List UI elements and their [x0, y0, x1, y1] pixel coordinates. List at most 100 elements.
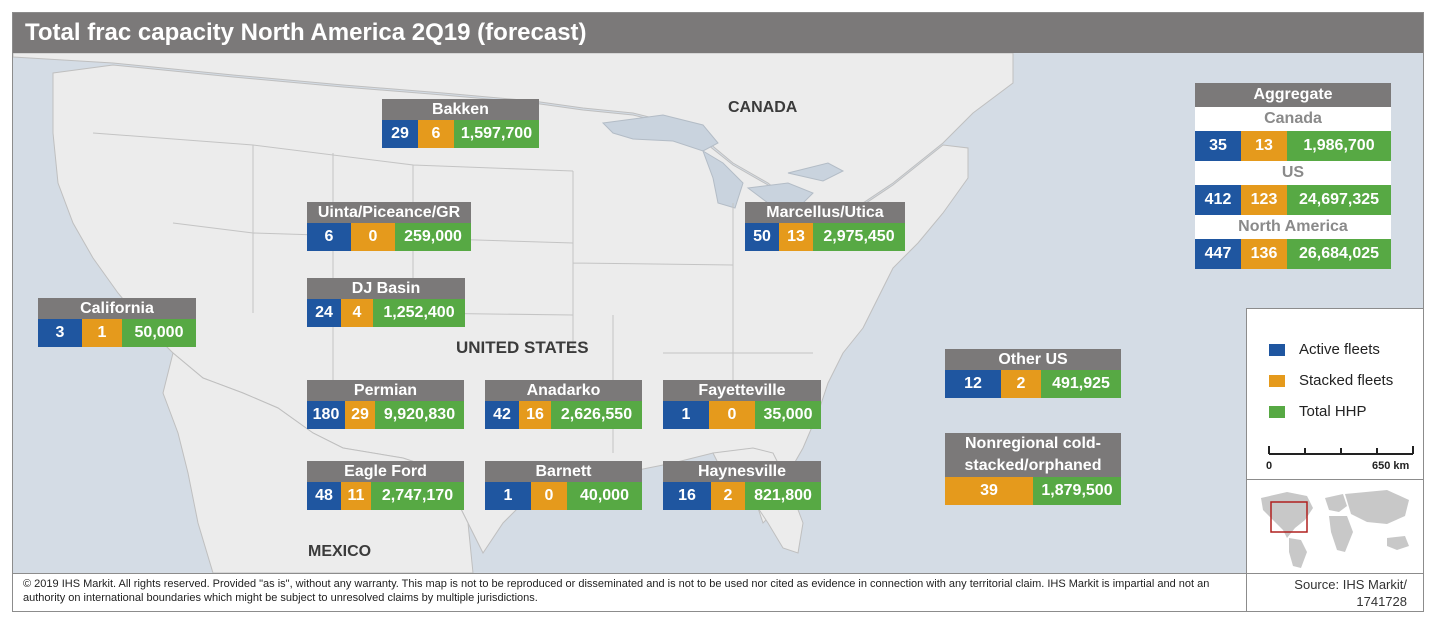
legend-item-stacked: Stacked fleets [1269, 372, 1393, 389]
aggregate-row: 447 136 26,684,025 [1195, 239, 1391, 269]
great-lakes [601, 114, 845, 209]
total-hhp-value: 26,684,025 [1287, 239, 1391, 269]
active-fleets-value: 6 [307, 223, 351, 251]
basin-california: California 3 1 50,000 [38, 298, 196, 347]
legend-label: Active fleets [1299, 341, 1380, 358]
basin-name: Anadarko [485, 380, 642, 401]
total-hhp-value: 259,000 [395, 223, 471, 251]
basin-name: Nonregional cold-stacked/orphaned [945, 433, 1121, 477]
basin-dj-basin: DJ Basin 24 4 1,252,400 [307, 278, 465, 327]
basin-permian: Permian 180 29 9,920,830 [307, 380, 464, 429]
basin-name: Marcellus/Utica [745, 202, 905, 223]
active-fleets-value: 1 [485, 482, 531, 510]
total-hhp-value: 40,000 [567, 482, 642, 510]
inset-world-map [1246, 479, 1423, 574]
active-fleets-value: 35 [1195, 131, 1241, 161]
label-united-states: UNITED STATES [456, 338, 589, 357]
canada-land [13, 53, 1014, 214]
active-fleets-value: 1 [663, 401, 709, 429]
basin-eagle-ford: Eagle Ford 48 11 2,747,170 [307, 461, 464, 510]
active-fleets-value: 48 [307, 482, 341, 510]
basin-name: Permian [307, 380, 464, 401]
basin-name: California [38, 298, 196, 319]
basin-name: Uinta/Piceance/GR [307, 202, 471, 223]
legend-swatch-orange [1269, 374, 1285, 387]
map-legend: Active fleets Stacked fleets Total HHP 0… [1246, 308, 1423, 479]
total-hhp-value: 1,597,700 [454, 120, 539, 148]
world-map-icon [1261, 490, 1409, 568]
copyright-footer: © 2019 IHS Markit. All rights reserved. … [13, 573, 1246, 611]
stacked-fleets-value: 11 [341, 482, 371, 510]
stacked-fleets-value: 16 [519, 401, 551, 429]
total-hhp-value: 821,800 [745, 482, 821, 510]
basin-barnett: Barnett 1 0 40,000 [485, 461, 642, 510]
legend-item-active: Active fleets [1269, 341, 1380, 358]
active-fleets-value: 3 [38, 319, 82, 347]
total-hhp-value: 2,626,550 [551, 401, 642, 429]
stacked-fleets-value: 2 [1001, 370, 1041, 398]
stacked-fleets-value: 1 [82, 319, 122, 347]
active-fleets-value: 42 [485, 401, 519, 429]
basin-other-us: Other US 12 2 491,925 [945, 349, 1121, 398]
basin-uinta-piceance-gr: Uinta/Piceance/GR 6 0 259,000 [307, 202, 471, 251]
scale-bar [1268, 446, 1414, 455]
stacked-fleets-value: 4 [341, 299, 373, 327]
scale-max: 650 km [1372, 460, 1410, 472]
total-hhp-value: 35,000 [755, 401, 821, 429]
legend-swatch-blue [1269, 343, 1285, 356]
active-fleets-value: 16 [663, 482, 711, 510]
stacked-fleets-value: 0 [709, 401, 755, 429]
basin-fayetteville: Fayetteville 1 0 35,000 [663, 380, 821, 429]
total-hhp-value: 2,975,450 [813, 223, 905, 251]
total-hhp-value: 1,252,400 [373, 299, 465, 327]
legend-label: Total HHP [1299, 403, 1367, 420]
map-frame: Total frac capacity North America 2Q19 (… [12, 12, 1424, 612]
stacked-fleets-value: 0 [531, 482, 567, 510]
legend-swatch-green [1269, 405, 1285, 418]
basin-name: Eagle Ford [307, 461, 464, 482]
active-fleets-value: 50 [745, 223, 779, 251]
source-line-1: Source: IHS Markit/ [1294, 577, 1407, 592]
stacked-fleets-value: 0 [351, 223, 395, 251]
aggregate-title: Aggregate [1195, 83, 1391, 107]
basin-bakken: Bakken 29 6 1,597,700 [382, 99, 539, 148]
stacked-fleets-value: 2 [711, 482, 745, 510]
aggregate-row: 412 123 24,697,325 [1195, 185, 1391, 215]
active-fleets-value: 24 [307, 299, 341, 327]
aggregate-group-name: US [1195, 161, 1391, 185]
basin-name: DJ Basin [307, 278, 465, 299]
active-fleets-value: 447 [1195, 239, 1241, 269]
active-fleets-value: 29 [382, 120, 418, 148]
total-hhp-value: 1,986,700 [1287, 131, 1391, 161]
aggregate-group-name: Canada [1195, 107, 1391, 131]
basin-name: Barnett [485, 461, 642, 482]
basin-haynesville: Haynesville 16 2 821,800 [663, 461, 821, 510]
stacked-fleets-value: 13 [1241, 131, 1287, 161]
basin-name: Haynesville [663, 461, 821, 482]
total-hhp-value: 24,697,325 [1287, 185, 1391, 215]
stacked-fleets-value: 6 [418, 120, 454, 148]
aggregate-panel: Aggregate Canada 35 13 1,986,700 US 412 … [1195, 83, 1391, 269]
basin-name: Fayetteville [663, 380, 821, 401]
basin-marcellus-utica: Marcellus/Utica 50 13 2,975,450 [745, 202, 905, 251]
source-note: Source: IHS Markit/ 1741728 [1246, 573, 1423, 611]
stacked-fleets-value: 136 [1241, 239, 1287, 269]
active-fleets-value: 12 [945, 370, 1001, 398]
total-hhp-value: 9,920,830 [375, 401, 464, 429]
legend-label: Stacked fleets [1299, 372, 1394, 389]
stacked-fleets-value: 13 [779, 223, 813, 251]
label-canada: CANADA [728, 99, 798, 116]
legend-item-hhp: Total HHP [1269, 403, 1367, 420]
basin-name: Other US [945, 349, 1121, 370]
active-fleets-value: 412 [1195, 185, 1241, 215]
scale-zero: 0 [1266, 460, 1273, 472]
label-mexico: MEXICO [308, 543, 372, 560]
total-hhp-value: 50,000 [122, 319, 196, 347]
stacked-fleets-value: 123 [1241, 185, 1287, 215]
total-hhp-value: 1,879,500 [1033, 477, 1121, 505]
stacked-fleets-value: 39 [945, 477, 1033, 505]
active-fleets-value: 180 [307, 401, 345, 429]
basin-nonregional: Nonregional cold-stacked/orphaned 39 1,8… [945, 433, 1121, 505]
map-title: Total frac capacity North America 2Q19 (… [13, 13, 1423, 53]
basin-name: Bakken [382, 99, 539, 120]
